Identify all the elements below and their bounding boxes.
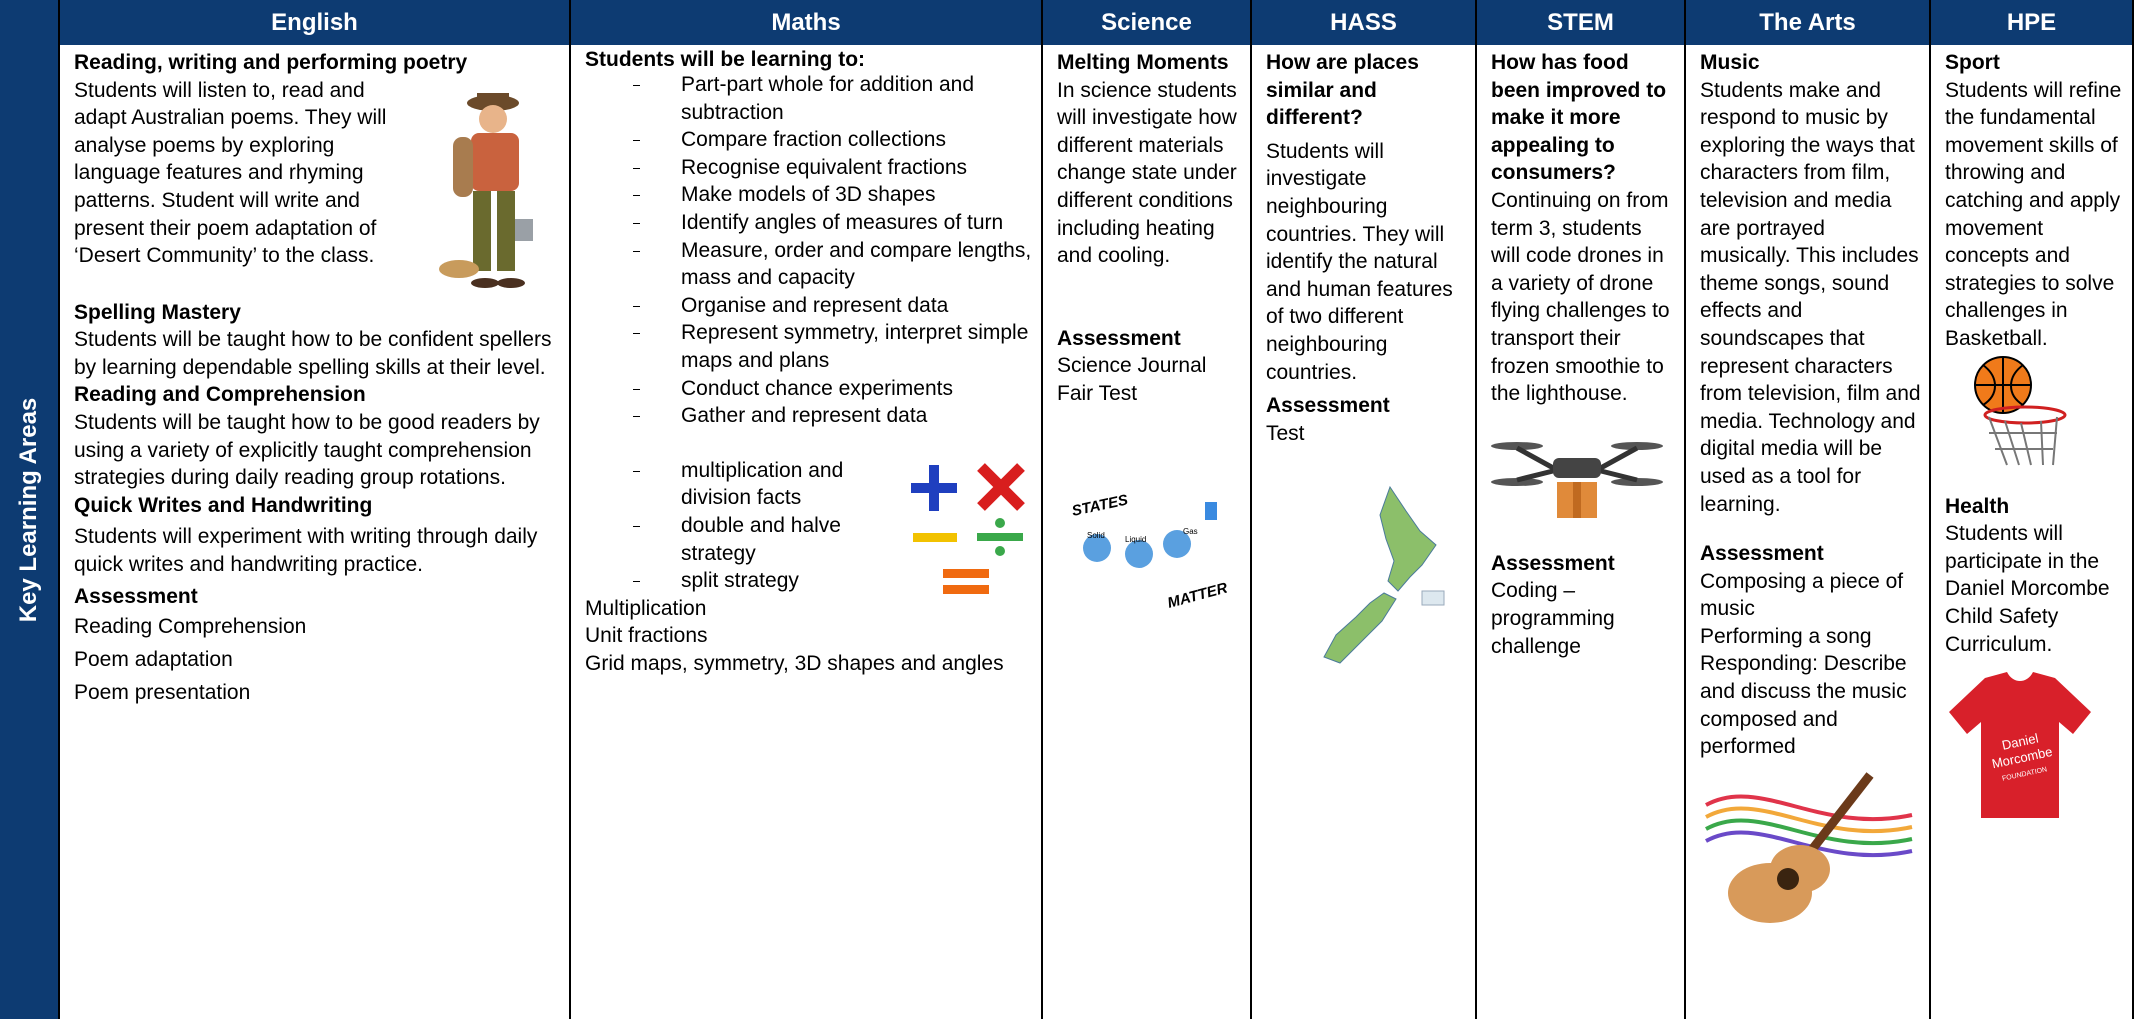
science-cell: Melting Moments In science students will… (1043, 45, 1252, 1019)
column-title: HPE (1931, 0, 2134, 45)
arts-cell: Music Students make and respond to music… (1686, 45, 1931, 1019)
paragraph: Unit fractions (585, 624, 708, 648)
english-cell: Reading, writing and performing poetry S… (60, 45, 571, 1019)
heading: Assessment (1266, 394, 1390, 418)
paragraph: Poem presentation (74, 681, 251, 705)
paragraph: Students will be taught how to be good r… (74, 410, 540, 490)
paragraph: Responding: Describe and discuss the mus… (1700, 652, 1907, 759)
side-label: Key Learning Areas (15, 397, 42, 622)
bullet-item: Organise and represent data (585, 292, 1033, 320)
hass-cell: How are places similar and different? St… (1252, 45, 1477, 1019)
bullet-item: Gather and represent data (585, 402, 1033, 430)
paragraph: Students will listen to, read and adapt … (74, 78, 387, 268)
column-title: Science (1043, 0, 1252, 45)
paragraph: Students will experiment with writing th… (74, 525, 538, 576)
heading: Music (1700, 51, 1760, 74)
paragraph: Coding – programming challenge (1491, 579, 1615, 658)
edge (2134, 0, 2141, 1019)
paragraph: Multiplication (585, 596, 707, 620)
paragraph: Science Journal (1057, 354, 1207, 378)
image-text: Gas (1183, 527, 1198, 536)
drone-image (1491, 441, 1663, 518)
bullet-item: Compare fraction collections (585, 126, 1033, 154)
image-text: MATTER (1166, 579, 1227, 611)
maths-cell: Students will be learning to: Part-part … (571, 45, 1043, 1019)
map-image (1323, 486, 1445, 664)
paragraph: Test (1266, 421, 1305, 445)
heading: Reading, writing and performing poetry (74, 51, 468, 74)
heading: How are places similar and different? (1266, 51, 1419, 130)
paragraph: Students make and respond to music by ex… (1700, 78, 1921, 516)
image-text: Liquid (1125, 535, 1146, 544)
paragraph: In science students will investigate how… (1057, 78, 1237, 268)
paragraph: Students will be taught how to be confid… (74, 328, 552, 379)
heading: Assessment (1491, 551, 1615, 575)
paragraph: Poem adaptation (74, 648, 233, 672)
column-title: English (60, 0, 571, 45)
bullet-item: multiplication and division facts (585, 457, 1033, 512)
paragraph: Fair Test (1057, 381, 1138, 405)
paragraph: Reading Comprehension (74, 615, 307, 639)
heading: Assessment (1700, 542, 1824, 566)
hpe-cell: Sport Students will refine the fundament… (1931, 45, 2134, 1019)
paragraph: Students will participate in the Daniel … (1945, 522, 2110, 656)
heading: How has food been improved to make it mo… (1491, 51, 1667, 185)
bullet-item: Identify angles of measures of turn (585, 209, 1033, 237)
column-title: Maths (571, 0, 1043, 45)
paragraph: Performing a song (1700, 624, 1872, 648)
side-header: Key Learning Areas (0, 0, 60, 1019)
heading: Reading and Comprehension (74, 383, 366, 407)
column-title: HASS (1252, 0, 1477, 45)
heading: Assessment (1057, 326, 1181, 350)
heading: Sport (1945, 51, 2000, 74)
paragraph: Continuing on from term 3, students will… (1491, 188, 1670, 406)
basketball-image (1974, 355, 2067, 465)
bullet-item: Part-part whole for addition and subtrac… (585, 71, 1033, 126)
heading: Assessment (74, 584, 198, 608)
operations-image (911, 462, 1025, 594)
guitar-image (1705, 772, 1913, 923)
paragraph: Students will investigate neighbouring c… (1266, 139, 1453, 384)
heading: Students will be learning to: (585, 48, 866, 71)
swagman-image (439, 92, 533, 288)
bullet-item: Conduct chance experiments (585, 375, 1033, 403)
bullet-item: double and halve strategy (585, 512, 1033, 567)
heading: Spelling Mastery (74, 300, 241, 324)
image-text: STATES (1070, 491, 1129, 519)
column-title: STEM (1477, 0, 1686, 45)
paragraph: Composing a piece of music (1700, 569, 1904, 621)
bullet-item: Make models of 3D shapes (585, 181, 1033, 209)
paragraph: Students will refine the fundamental mov… (1945, 78, 2122, 350)
stem-cell: How has food been improved to make it mo… (1477, 45, 1686, 1019)
bullet-item: Represent symmetry, interpret simple map… (585, 319, 1033, 374)
paragraph: Grid maps, symmetry, 3D shapes and angle… (585, 651, 1004, 675)
bullet-item: split strategy (585, 567, 1033, 595)
column-title: The Arts (1686, 0, 1931, 45)
image-text: Solid (1087, 531, 1105, 540)
heading: Health (1945, 494, 2010, 518)
shirt-image: Daniel Morcombe FOUNDATION (1949, 672, 2091, 819)
states-of-matter-image: STATES Solid Liquid Gas MATTER (1070, 491, 1227, 611)
heading: Quick Writes and Handwriting (74, 493, 373, 517)
heading: Melting Moments (1057, 51, 1229, 74)
bullet-item: Recognise equivalent fractions (585, 154, 1033, 182)
bullet-item: Measure, order and compare lengths, mass… (585, 237, 1033, 292)
